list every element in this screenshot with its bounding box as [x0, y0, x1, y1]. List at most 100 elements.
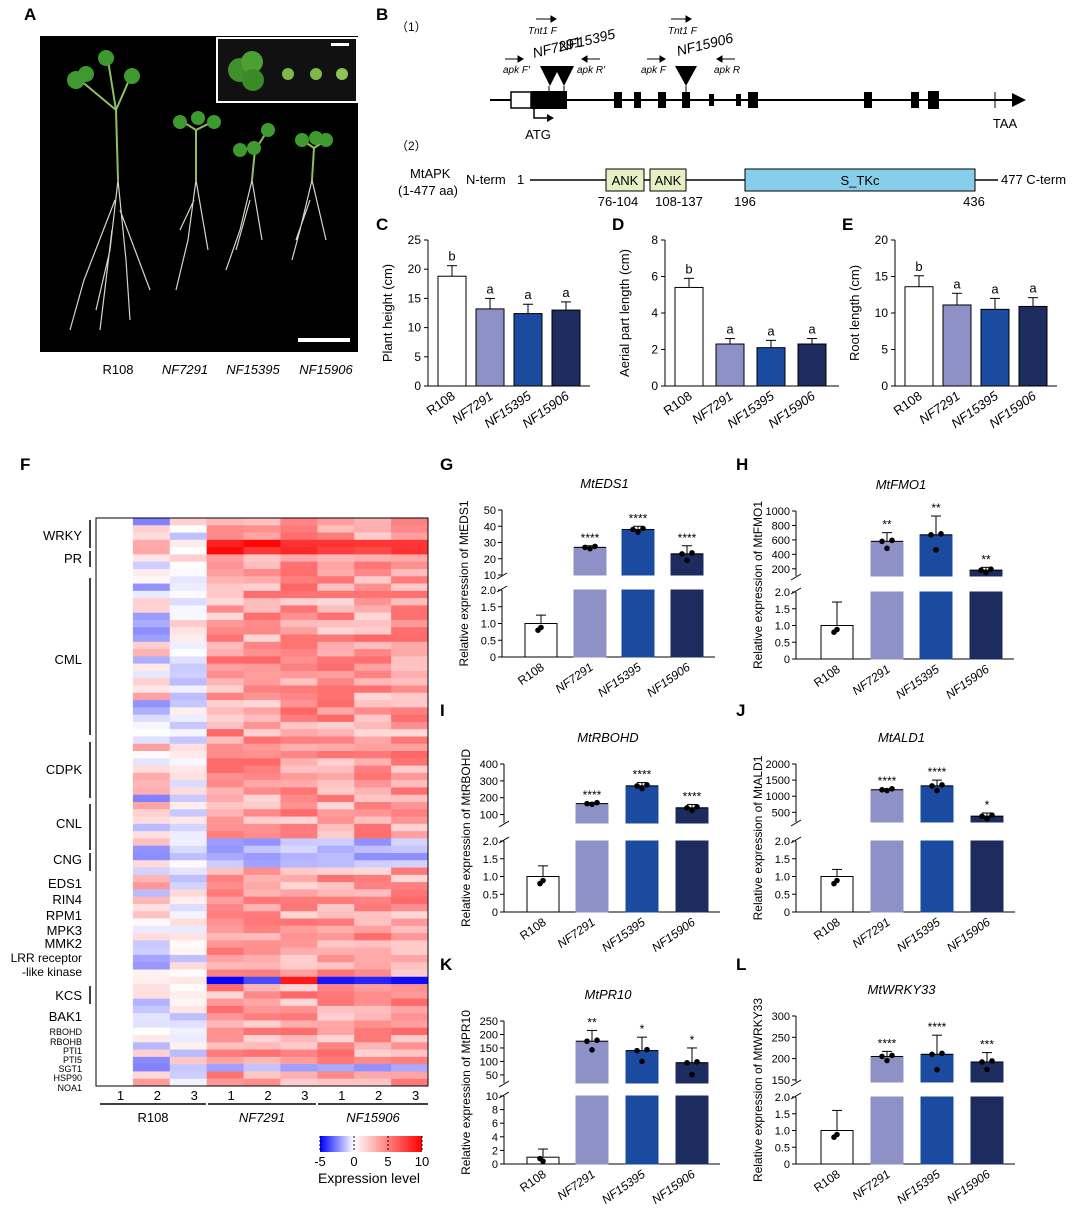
heatmap-cell	[132, 568, 171, 577]
heatmap-cell	[354, 736, 392, 745]
heatmap-cell	[354, 867, 392, 876]
heatmap-cell	[280, 583, 318, 592]
heatmap-cell	[206, 1049, 245, 1058]
heatmap-cell	[206, 925, 245, 934]
heatmap-cell	[132, 780, 171, 788]
heatmap-cell	[280, 991, 318, 1000]
heatmap-cell	[243, 1027, 281, 1036]
heatmap-cell	[391, 532, 429, 541]
x-tick-label: NF7291	[850, 1167, 893, 1203]
heatmap-cell	[354, 539, 392, 548]
heatmap-cell	[354, 590, 392, 599]
heatmap-cell	[354, 649, 392, 657]
chart-gene-title: MtALD1	[878, 730, 925, 745]
heatmap-cell	[169, 1056, 208, 1065]
ank1-range: 76-104	[598, 194, 638, 209]
heatmap-cell	[206, 962, 245, 970]
heatmap-cell	[243, 663, 281, 672]
heatmap-cell	[280, 947, 318, 956]
heatmap-cell	[96, 619, 134, 628]
heatmap-cell	[169, 852, 208, 861]
heatmap-cell	[169, 802, 208, 810]
heatmap-cell	[132, 707, 171, 716]
y-tick-label: 0.5	[775, 1142, 790, 1154]
heatmap-cell	[206, 969, 245, 978]
x-tick-label: NF15906	[944, 915, 993, 955]
y-tick-label: 0.5	[775, 889, 790, 901]
roots-nf7291	[175, 179, 209, 291]
panel-letter-h: H	[736, 455, 748, 474]
bar-nf15395	[980, 308, 1010, 387]
heatmap-cell	[280, 692, 318, 701]
y-tick-label: 8	[492, 1105, 498, 1117]
data-point	[884, 787, 890, 794]
heatmap-cell	[169, 1078, 208, 1087]
data-point	[587, 545, 593, 552]
bar-nf7291	[573, 546, 607, 576]
heatmap-cell	[96, 656, 134, 665]
heatmap-cell	[96, 700, 134, 708]
x-tick-label: NF15395	[595, 660, 644, 700]
data-point	[689, 550, 695, 556]
heatmap-cell	[317, 889, 355, 898]
heatmap-cell	[354, 998, 392, 1007]
heatmap-cell	[317, 903, 355, 912]
leaves-r108	[67, 50, 140, 89]
panel-letter-b: B	[376, 5, 388, 24]
heatmap-cell	[132, 903, 171, 912]
y-axis-label: Relative expression of MtALD1	[751, 755, 765, 920]
row-group-label: EDS1	[48, 876, 82, 891]
heatmap-cell	[391, 525, 429, 534]
y-tick-label: 1500	[766, 775, 790, 787]
heatmap-cell	[132, 525, 171, 534]
significance-letter: a	[767, 323, 775, 338]
row-group-label: RBOHB	[50, 1037, 82, 1047]
x-tick-label: NF15906	[765, 388, 818, 431]
heatmap-cell	[132, 743, 171, 752]
legend-tick: 10	[415, 1154, 429, 1169]
heatmap-cell	[280, 518, 318, 526]
primer-apk-f-prime: apk F'	[503, 65, 531, 76]
heatmap-cell	[206, 525, 245, 534]
protein-length: (1-477 aa)	[398, 183, 458, 198]
heatmap-cell	[391, 823, 429, 832]
heatmap-cell	[206, 874, 245, 883]
heatmap-cell	[132, 561, 171, 570]
heatmap-cell	[206, 627, 245, 636]
heatmap-cell	[169, 518, 208, 526]
heatmap-cell	[206, 765, 245, 774]
data-point	[537, 1155, 543, 1162]
heatmap-cell	[169, 845, 208, 854]
heatmap-cell	[317, 1042, 355, 1051]
significance-stars: *	[985, 798, 990, 812]
column-number: 2	[264, 1088, 271, 1103]
heatmap-cell	[96, 1027, 134, 1036]
heatmap-cell	[354, 641, 392, 650]
y-tick-label: 6	[651, 270, 658, 284]
heatmap-cell	[96, 1049, 134, 1058]
y-axis-label: Relative expression of MtPR10	[459, 1010, 473, 1175]
y-tick-label: 40	[484, 521, 496, 533]
heatmap-cell	[280, 816, 318, 825]
heatmap-cell	[317, 1027, 355, 1036]
heatmap-cell	[243, 882, 281, 890]
heatmap-cell	[206, 1020, 245, 1029]
heatmap-cell	[354, 903, 392, 912]
heatmap-cell	[132, 641, 171, 650]
heatmap-cell	[354, 852, 392, 861]
data-point	[884, 545, 890, 552]
heatmap-cell	[206, 852, 245, 861]
heatmap-cell	[243, 547, 281, 555]
heatmap-cell	[243, 627, 281, 636]
heatmap-cell	[132, 1013, 171, 1021]
row-group-label: MPK3	[47, 923, 82, 938]
heatmap-cell	[280, 1078, 318, 1087]
heatmap-cell	[132, 860, 171, 869]
data-point	[889, 1052, 895, 1059]
heatmap-cell	[169, 721, 208, 730]
heatmap-cell	[243, 656, 281, 665]
heatmap-cell	[243, 896, 281, 905]
heatmap-cell	[206, 561, 245, 570]
heatmap-cell	[317, 918, 355, 927]
heatmap-cell	[391, 1064, 429, 1072]
